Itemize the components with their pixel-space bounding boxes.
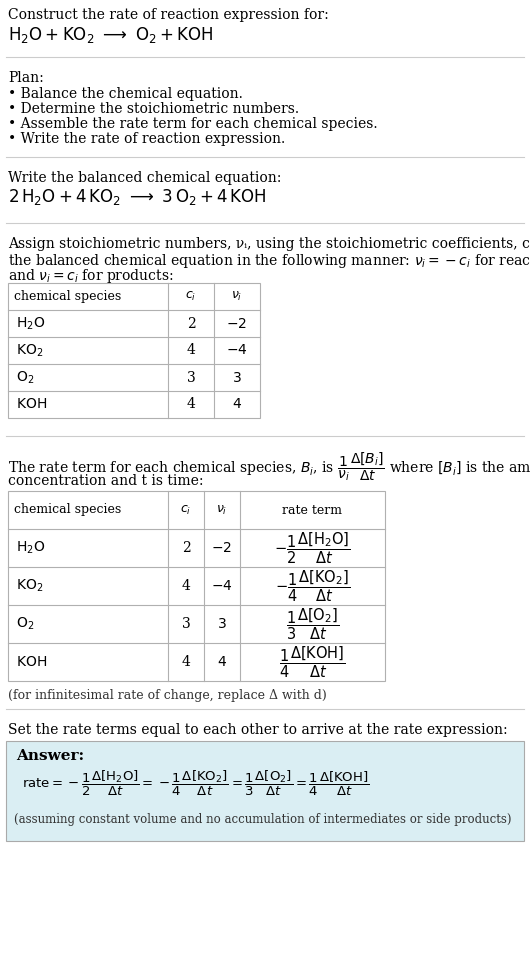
Text: The rate term for each chemical species, $B_i$, is $\dfrac{1}{\nu_i}\dfrac{\Delt: The rate term for each chemical species,… — [8, 450, 530, 483]
Text: $\mathrm{KOH}$: $\mathrm{KOH}$ — [16, 655, 47, 669]
Text: chemical species: chemical species — [14, 504, 121, 516]
Text: 4: 4 — [182, 655, 190, 669]
Text: 2: 2 — [182, 541, 190, 555]
Text: Set the rate terms equal to each other to arrive at the rate expression:: Set the rate terms equal to each other t… — [8, 723, 508, 737]
Text: (for infinitesimal rate of change, replace Δ with d): (for infinitesimal rate of change, repla… — [8, 689, 327, 702]
Text: • Balance the chemical equation.: • Balance the chemical equation. — [8, 87, 243, 101]
Text: $\mathrm{O_2}$: $\mathrm{O_2}$ — [16, 616, 34, 632]
Text: $\mathrm{KOH}$: $\mathrm{KOH}$ — [16, 397, 47, 412]
Text: $4$: $4$ — [217, 655, 227, 669]
Text: $\mathrm{H_2O + KO_2 \ {\longrightarrow} \ O_2 + KOH}$: $\mathrm{H_2O + KO_2 \ {\longrightarrow}… — [8, 25, 214, 45]
Text: • Determine the stoichiometric numbers.: • Determine the stoichiometric numbers. — [8, 102, 299, 116]
Text: 4: 4 — [187, 397, 196, 412]
Text: Write the balanced chemical equation:: Write the balanced chemical equation: — [8, 171, 281, 185]
Text: $\mathrm{O_2}$: $\mathrm{O_2}$ — [16, 369, 34, 386]
Text: and $\nu_i = c_i$ for products:: and $\nu_i = c_i$ for products: — [8, 267, 173, 285]
Text: • Assemble the rate term for each chemical species.: • Assemble the rate term for each chemic… — [8, 117, 377, 131]
Text: $3$: $3$ — [232, 371, 242, 385]
Text: $c_i$: $c_i$ — [186, 290, 197, 304]
Text: $-4$: $-4$ — [211, 579, 233, 593]
Text: $-\dfrac{1}{4}\dfrac{\Delta[\mathrm{KO_2}]}{\Delta t}$: $-\dfrac{1}{4}\dfrac{\Delta[\mathrm{KO_2… — [275, 568, 350, 604]
Text: 4: 4 — [187, 344, 196, 357]
Bar — [8, 283, 260, 418]
Text: $\mathrm{KO_2}$: $\mathrm{KO_2}$ — [16, 578, 43, 594]
Text: $-2$: $-2$ — [211, 541, 233, 555]
Text: $-4$: $-4$ — [226, 344, 248, 357]
Text: $c_i$: $c_i$ — [180, 504, 192, 516]
Text: • Write the rate of reaction expression.: • Write the rate of reaction expression. — [8, 132, 285, 146]
Text: $\nu_i$: $\nu_i$ — [216, 504, 228, 516]
Text: 4: 4 — [182, 579, 190, 593]
Text: $\mathrm{H_2O}$: $\mathrm{H_2O}$ — [16, 540, 45, 556]
Text: Plan:: Plan: — [8, 71, 44, 85]
Text: Construct the rate of reaction expression for:: Construct the rate of reaction expressio… — [8, 8, 329, 22]
Text: (assuming constant volume and no accumulation of intermediates or side products): (assuming constant volume and no accumul… — [14, 813, 511, 826]
Text: chemical species: chemical species — [14, 290, 121, 303]
Bar — [8, 491, 385, 681]
Text: rate term: rate term — [282, 504, 342, 516]
Text: concentration and t is time:: concentration and t is time: — [8, 474, 204, 488]
Text: $\mathrm{KO_2}$: $\mathrm{KO_2}$ — [16, 343, 43, 359]
Text: $\mathrm{2\,H_2O + 4\,KO_2 \ {\longrightarrow} \ 3\,O_2 + 4\,KOH}$: $\mathrm{2\,H_2O + 4\,KO_2 \ {\longright… — [8, 187, 267, 207]
Text: Answer:: Answer: — [16, 749, 84, 763]
Text: $-\dfrac{1}{2}\dfrac{\Delta[\mathrm{H_2O}]}{\Delta t}$: $-\dfrac{1}{2}\dfrac{\Delta[\mathrm{H_2O… — [275, 530, 351, 566]
Text: $\nu_i$: $\nu_i$ — [231, 290, 243, 304]
Text: 2: 2 — [187, 316, 196, 331]
Text: Assign stoichiometric numbers, νᵢ, using the stoichiometric coefficients, cᵢ, fr: Assign stoichiometric numbers, νᵢ, using… — [8, 237, 530, 251]
Text: $\dfrac{1}{4}\dfrac{\Delta[\mathrm{KOH}]}{\Delta t}$: $\dfrac{1}{4}\dfrac{\Delta[\mathrm{KOH}]… — [279, 644, 346, 679]
Text: $4$: $4$ — [232, 397, 242, 412]
Text: $3$: $3$ — [217, 617, 227, 631]
Text: the balanced chemical equation in the following manner: $\nu_i = -c_i$ for react: the balanced chemical equation in the fo… — [8, 252, 530, 270]
Bar — [6, 741, 524, 841]
Text: $\dfrac{1}{3}\dfrac{\Delta[\mathrm{O_2}]}{\Delta t}$: $\dfrac{1}{3}\dfrac{\Delta[\mathrm{O_2}]… — [286, 606, 339, 642]
Text: 3: 3 — [182, 617, 190, 631]
Text: 3: 3 — [187, 371, 196, 385]
Text: $\mathrm{H_2O}$: $\mathrm{H_2O}$ — [16, 315, 45, 332]
Text: $-2$: $-2$ — [226, 316, 248, 331]
Text: $\mathrm{rate} = -\dfrac{1}{2}\dfrac{\Delta[\mathrm{H_2O}]}{\Delta t} = -\dfrac{: $\mathrm{rate} = -\dfrac{1}{2}\dfrac{\De… — [22, 769, 369, 798]
